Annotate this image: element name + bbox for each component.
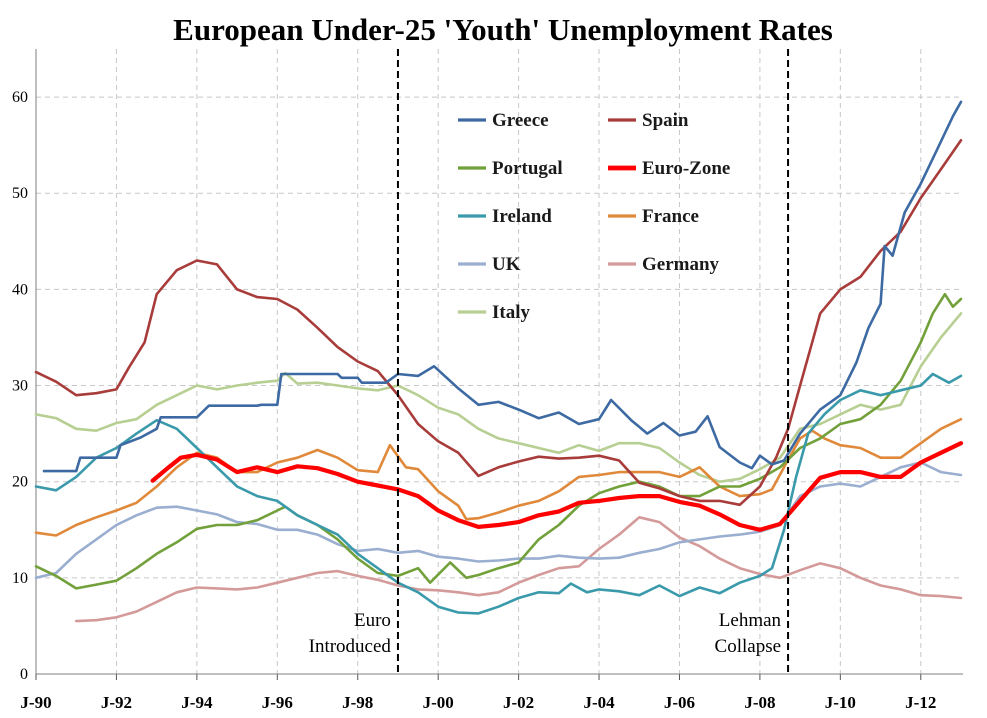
x-tick-label: J-92 [101,693,132,712]
legend-label-france: France [642,206,699,227]
axes: 0 10 20 30 40 50 60 J-90 J-92 J-94 J-96 J-98 J-00 J-0… [12,49,963,712]
x-tick-label: J-96 [262,693,293,712]
y-tick-label: 60 [12,89,28,106]
x-tick-label: J-98 [342,693,373,712]
annotations: Euro Introduced Lehman Collapse [309,49,790,674]
x-tick-label: J-00 [423,693,454,712]
lehman-annotation-text: Collapse [715,636,782,657]
x-tick-label: J-10 [825,693,856,712]
series-line-greece [42,100,963,473]
series-line-portugal [34,292,963,590]
series-line-uk [34,461,963,580]
lehman-annotation-text: Lehman [719,610,782,631]
legend-label-italy: Italy [492,302,531,323]
y-tick-label: 30 [12,378,28,395]
legend-label-spain: Spain [642,110,689,131]
y-tick-label: 0 [20,666,28,683]
legend-label-euro-zone: Euro-Zone [642,158,730,179]
x-tick-label: J-06 [664,693,695,712]
x-tick-label: J-12 [905,693,936,712]
x-tick-label: J-90 [20,693,51,712]
series-line-spain [34,139,963,507]
series-lines [34,100,964,623]
grid [36,49,963,674]
legend-label-germany: Germany [642,254,720,275]
y-tick-label: 10 [12,570,28,587]
y-tick-label: 20 [12,474,28,491]
x-tick-label: J-94 [181,693,213,712]
x-tick-label: J-08 [744,693,775,712]
legend-label-greece: Greece [492,110,549,131]
x-tick-label: J-04 [583,693,615,712]
legend-label-ireland: Ireland [492,206,552,227]
euro-annotation-text: Euro [354,610,391,631]
series-line-germany [74,516,963,623]
y-tick-label: 40 [12,281,28,298]
series-line-italy [34,312,963,483]
y-tick-label: 50 [12,185,28,202]
legend-label-portugal: Portugal [492,158,563,179]
legend: Greece Spain Portugal Euro-Zone Ireland Franc… [458,110,730,323]
legend-label-uk: UK [492,254,521,275]
series-line-euro-zone [150,441,964,532]
chart-title: European Under-25 'Youth' Unemployment R… [173,12,833,47]
x-tick-label: J-02 [503,693,534,712]
euro-annotation-text: Introduced [309,636,392,657]
